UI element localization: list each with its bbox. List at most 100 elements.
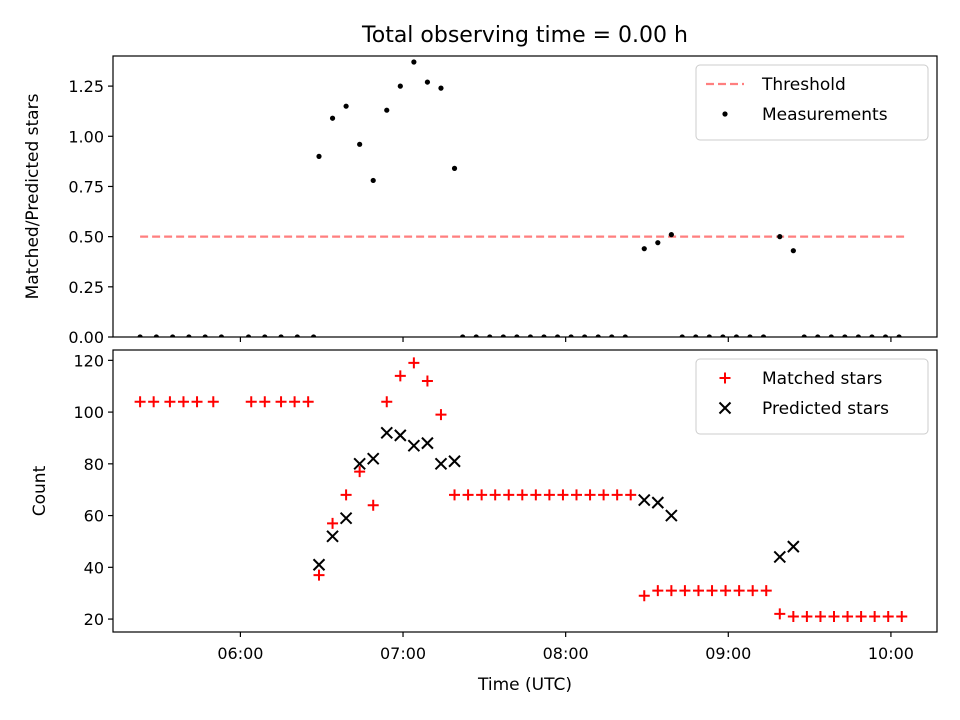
x-axis-label: Time (UTC) [477,675,572,695]
matched-star-point [733,585,745,597]
measurement-point [622,334,628,337]
matched-star-point [530,489,542,501]
matched-star-point [421,375,433,387]
measurement-point [262,334,268,337]
predicted-star-point [434,457,448,471]
measurement-point [424,79,431,85]
matched-star-point [543,489,555,501]
matched-star-point [275,396,287,408]
y-tick-label: 0.50 [68,228,104,247]
legend-matched-swatch [719,372,731,384]
measurement-point [828,334,834,337]
matched-star-point [177,396,189,408]
matched-star-point [652,585,664,597]
matched-star-point [340,489,352,501]
measurement-point [278,334,284,337]
measurement-point [411,59,417,65]
matched-star-point [164,396,176,408]
matched-star-point [571,489,582,501]
x-tick-label: 09:00 [705,644,751,663]
predicted-star-point [339,511,353,525]
plot-area [134,357,908,622]
matched-star-point [394,370,406,382]
matched-star-point [828,610,840,622]
measurement-point [668,232,674,238]
predicted-star-point [407,439,421,452]
x-tick-label: 06:00 [217,644,263,663]
matched-star-point [367,499,379,511]
matched-star-point [692,585,704,597]
measurement-point [869,334,875,337]
matched-star-point [720,585,732,597]
axes-frame [112,349,938,633]
matched-star-point [476,489,488,501]
measurement-point [641,246,647,252]
measurement-point [245,334,252,337]
predicted-star-point [326,530,339,543]
y-tick-label: 1.00 [68,127,104,146]
plot-area [137,59,905,337]
legend-label: Matched stars [762,369,882,389]
measurement-point [595,334,601,337]
matched-star-point [259,396,271,408]
measurement-point [693,334,699,337]
measurement-point [582,334,588,337]
measurement-point [747,334,753,337]
matched-star-point [584,489,596,501]
y-tick-label: 60 [84,507,104,526]
matched-star-point [408,357,420,369]
matched-star-point [302,396,314,408]
predicted-star-point [787,540,800,553]
matched-star-point [774,608,786,620]
matched-star-point [801,610,813,622]
measurement-point [153,334,159,337]
matched-star-point [516,489,528,501]
y-tick-label: 0.00 [68,328,104,347]
measurement-point [609,334,615,337]
predicted-star-point [353,457,366,471]
measurement-point [137,334,143,337]
matched-star-point [207,396,219,408]
measurement-point [760,334,767,337]
predicted-star-point [394,429,407,442]
predicted-star-point [367,452,380,465]
matched-star-point [665,585,677,597]
matched-star-point [557,489,569,501]
measurement-point [554,334,561,337]
measurement-point [855,334,861,337]
measurement-point [706,334,712,337]
matched-star-point [814,610,826,622]
matched-star-point [327,517,339,529]
predicted-star-point [380,426,393,439]
matched-star-point [706,585,718,597]
measurement-point [202,334,208,337]
measurement-point [473,334,479,337]
axes-frame [112,55,938,338]
measurement-point [329,115,336,121]
legend-predicted-swatch [718,401,732,415]
x-tick-label: 10:00 [868,644,914,663]
measurement-point [790,248,796,254]
measurement-point [384,107,390,113]
predicted-star-point [448,455,461,468]
legend-label: Threshold [761,75,846,95]
count-panel: 20 40 60 80 100 120 06:00 07:00 08:00 09:00 10:00 C… [30,349,938,695]
measurement-point [397,83,403,89]
figure-title: Total observing time = 0.00 h [361,23,688,48]
matched-star-point [381,396,393,408]
x-tick-label: 07:00 [380,644,426,663]
matched-star-point [435,409,447,421]
y-tick-label: 0.25 [68,278,104,297]
legend-box [695,358,929,435]
measurement-point [733,334,740,337]
matched-star-point [245,396,257,408]
matched-star-point [882,610,894,622]
matched-star-point [747,585,759,597]
measurement-point [186,334,192,337]
matched-star-point [313,569,325,581]
measurement-point [896,334,902,337]
y-tick-label: 100 [73,403,104,422]
measurement-point [568,334,574,337]
legend-measurement-swatch [722,111,728,117]
matched-star-point [191,396,203,408]
